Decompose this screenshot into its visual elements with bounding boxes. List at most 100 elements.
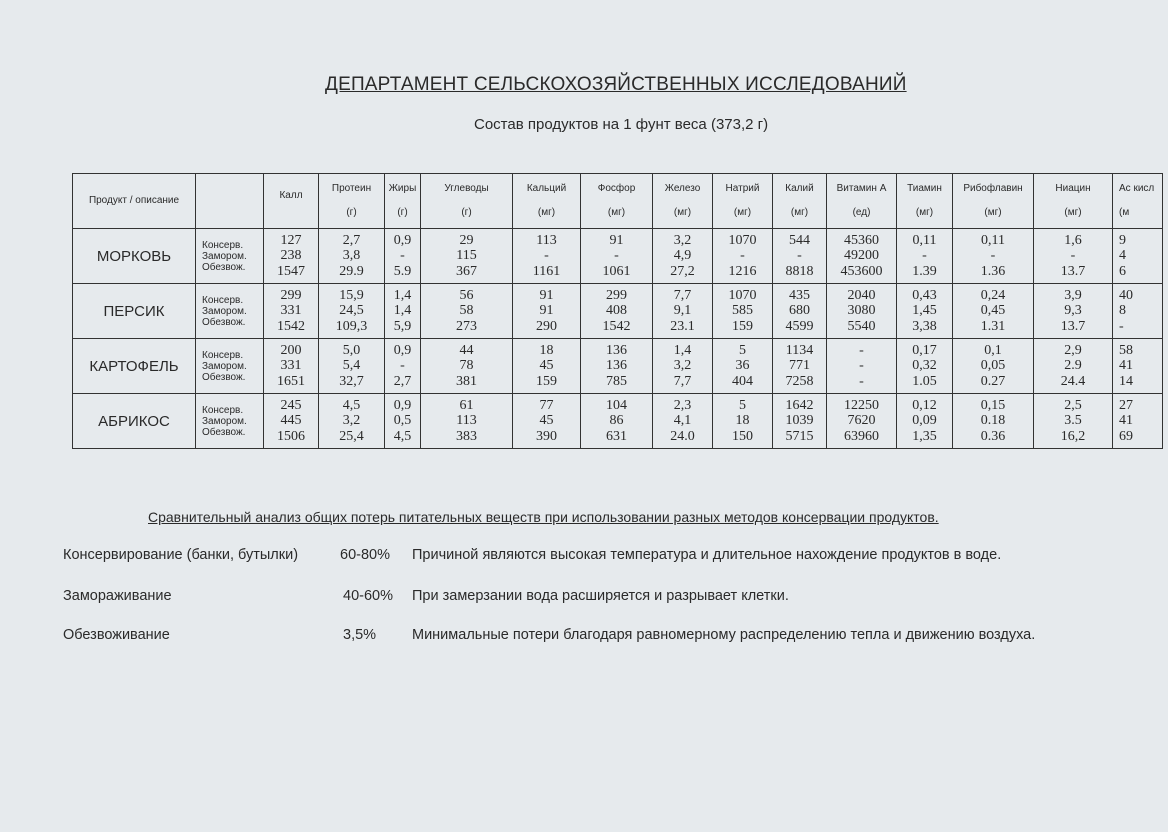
value: 1,6 [1064, 232, 1082, 248]
value: 0,15 [980, 397, 1006, 413]
value-cell: 136 136 785 [580, 338, 653, 394]
value: 24.4 [1060, 373, 1086, 389]
value: 4,5 [393, 428, 412, 444]
value: 44 [459, 342, 474, 358]
value: 0,17 [912, 342, 937, 358]
value: 1.05 [912, 373, 937, 389]
column-name: Фосфор [597, 183, 636, 194]
column-unit: (мг) [1064, 207, 1082, 218]
value: 49200 [844, 248, 879, 264]
method-label: Обезвож. [202, 316, 246, 328]
value: 40 [1119, 287, 1133, 303]
value: 3.5 [1064, 413, 1082, 429]
value: 367 [456, 263, 477, 279]
value: 0,5 [393, 413, 412, 429]
table-row: МОРКОВЬ Консерв. Замором. Обезвож. 127 238 154… [72, 228, 1163, 284]
column-header: Углеводы (г) [420, 173, 513, 229]
value-cell: 4,5 3,2 25,4 [318, 393, 385, 449]
value: 390 [536, 428, 557, 444]
value-cell: 2,5 3.5 16,2 [1033, 393, 1113, 449]
value-cell: 0,11-1.36 [952, 228, 1034, 284]
value: 0.18 [980, 413, 1006, 429]
value: 115 [456, 248, 477, 264]
value: 0,9 [393, 232, 412, 248]
value: 785 [606, 373, 627, 389]
value-cell: 18 45 159 [512, 338, 581, 394]
value: - [544, 248, 549, 264]
value-cell: 91-1061 [580, 228, 653, 284]
value-cell: 77 45 390 [512, 393, 581, 449]
value: 1070 [728, 232, 757, 248]
value: - [990, 248, 996, 264]
value-cell: 2,9 2.9 24.4 [1033, 338, 1113, 394]
value: 1216 [728, 263, 757, 279]
column-header: Калл [263, 173, 319, 229]
column-header: Ниацин (мг) [1033, 173, 1113, 229]
value: 9,1 [673, 303, 692, 319]
value: 299 [280, 287, 302, 303]
value-cell: 0,43 1,45 3,38 [896, 283, 953, 339]
value: 7,7 [673, 287, 692, 303]
value-cell: 1,4 1,4 5,9 [384, 283, 421, 339]
method-name: Замораживание [63, 588, 172, 604]
value: 159 [732, 318, 753, 334]
value: 3080 [847, 303, 876, 319]
value: 2,9 [1064, 342, 1082, 358]
value-cell: 1134 771 7258 [772, 338, 827, 394]
value: 1,45 [912, 303, 937, 319]
value: 8818 [785, 263, 814, 279]
value-cell: 5 18 150 [712, 393, 773, 449]
value: - [859, 358, 864, 374]
value: 0.27 [980, 373, 1006, 389]
method-list: Консерв. Замором. Обезвож. [195, 393, 264, 449]
value: 2040 [847, 287, 876, 303]
value: 91 [539, 287, 554, 303]
column-name: Рибофлавин [963, 183, 1023, 194]
value: 77 [539, 397, 554, 413]
column-unit: (мг) [984, 207, 1002, 218]
value: 113 [456, 413, 477, 429]
product-name: КАРТОФЕЛЬ [72, 338, 196, 394]
value: 435 [789, 287, 810, 303]
value: 445 [280, 413, 302, 429]
value: 1.39 [912, 263, 937, 279]
value: - [1070, 248, 1076, 264]
value: 0,9 [393, 397, 412, 413]
value-cell: 2040 3080 5540 [826, 283, 897, 339]
value: 381 [456, 373, 477, 389]
value-cell: 56 58 273 [420, 283, 513, 339]
value: - [740, 248, 745, 264]
value: 13.7 [1060, 318, 1086, 334]
value: 109,3 [335, 318, 368, 334]
product-header: Продукт / описание [72, 173, 196, 229]
value: 3,8 [342, 248, 361, 264]
value: 200 [280, 342, 302, 358]
value: 1161 [532, 263, 561, 279]
column-name: Железо [664, 183, 701, 194]
column-unit: (м [1119, 207, 1130, 218]
value-cell: 0,17 0,32 1.05 [896, 338, 953, 394]
value: 331 [280, 358, 302, 374]
value: 7258 [785, 373, 814, 389]
method-list: Консерв. Замором. Обезвож. [195, 228, 264, 284]
column-header: Витамин A (ед) [826, 173, 897, 229]
value: - [400, 248, 405, 264]
column-header: Калий (мг) [772, 173, 827, 229]
loss-reason: Причиной являются высокая температура и … [412, 547, 1002, 563]
column-unit: (мг) [537, 207, 556, 218]
value: 2,3 [673, 397, 692, 413]
value: 5,0 [342, 342, 361, 358]
column-header: Железо (мг) [652, 173, 713, 229]
value-cell: 435 680 4599 [772, 283, 827, 339]
value-cell: 0,24 0,45 1.31 [952, 283, 1034, 339]
value: 63960 [844, 428, 879, 444]
value: 4,9 [673, 248, 692, 264]
value: - [400, 358, 405, 374]
column-name: Ас кисл [1119, 183, 1155, 194]
column-header: Фосфор (мг) [580, 173, 653, 229]
value: 290 [536, 318, 557, 334]
value: 127 [280, 232, 302, 248]
value: 14 [1119, 373, 1133, 389]
value-cell: 3,2 4,9 27,2 [652, 228, 713, 284]
value-cell: 0,12 0,09 1,35 [896, 393, 953, 449]
